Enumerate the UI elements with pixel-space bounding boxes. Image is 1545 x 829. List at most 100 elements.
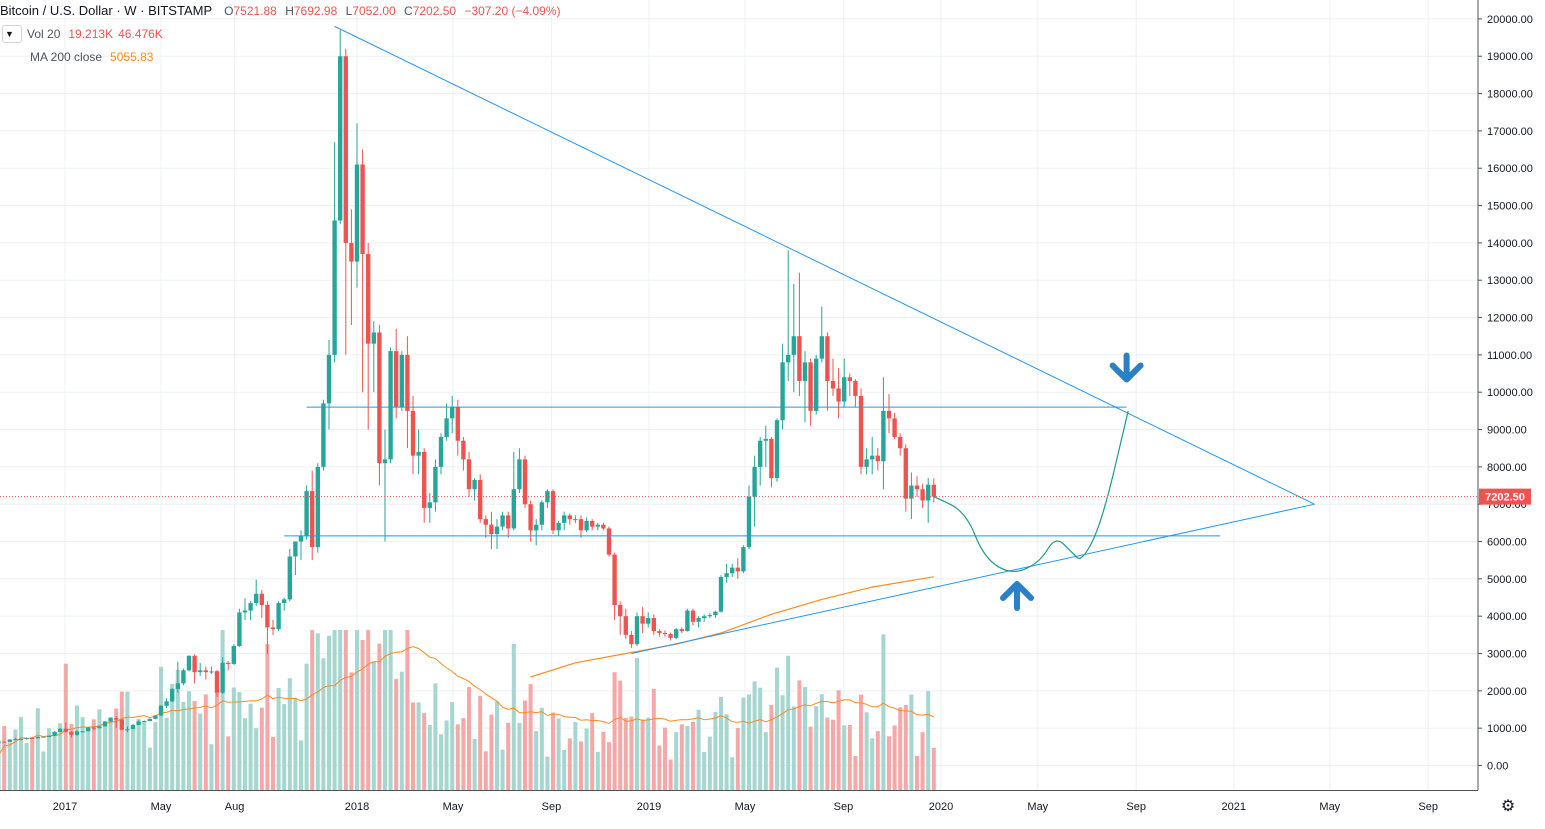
volume-bar (892, 725, 897, 790)
candle-body (242, 610, 248, 613)
volume-bar (270, 736, 276, 790)
volume-bar (41, 751, 46, 790)
candle-body (668, 634, 673, 638)
settings-button[interactable]: ⚙ (1499, 797, 1517, 815)
candle-body (153, 715, 158, 719)
candle-body (522, 459, 528, 505)
change-value: −307.20 (−4.09%) (464, 3, 561, 18)
candle-body (870, 455, 875, 460)
volume-bar (248, 703, 253, 790)
volume-bar (422, 713, 427, 790)
candle-body (858, 395, 864, 467)
candle-body (909, 485, 914, 499)
volume-bar (562, 750, 567, 790)
candle-body (433, 466, 438, 503)
candle-body (399, 354, 404, 408)
volume-bar (220, 630, 225, 790)
x-tick-label: Sep (542, 801, 562, 813)
volume-bar (153, 722, 158, 790)
candle-body (220, 662, 225, 693)
time-axis-bg (0, 790, 1545, 829)
volume-bar (13, 729, 18, 790)
volume-bar (478, 695, 483, 790)
volume-bar (702, 751, 707, 790)
descending-trendline (334, 25, 1315, 505)
volume-bar (74, 705, 80, 790)
candle-body (931, 484, 936, 497)
volume-bar (198, 713, 203, 790)
volume-bar (578, 741, 584, 790)
candle-body (550, 491, 556, 531)
candle-body (371, 332, 376, 344)
candle-body (847, 377, 852, 382)
y-tick-label: 8000.00 (1487, 462, 1527, 474)
volume-bar (556, 718, 561, 790)
volume-bar (338, 630, 343, 790)
open-value: 7521.88 (233, 3, 277, 18)
candle-body (214, 671, 220, 693)
candle-body (629, 634, 634, 645)
volume-bar (881, 634, 886, 790)
candle-body (181, 670, 186, 684)
candle-body (35, 736, 40, 739)
candle-body (696, 618, 701, 622)
volume-bar (494, 701, 500, 790)
volume-bar (898, 707, 903, 790)
candle-body (203, 670, 208, 673)
candle-body (724, 573, 729, 577)
candle-body (186, 655, 192, 671)
volume-bar (254, 728, 259, 790)
y-tick-label: 1000.00 (1487, 723, 1527, 735)
candle-body (556, 522, 561, 531)
volume-bar (668, 759, 673, 790)
candle-body (741, 547, 746, 572)
volume-bar (119, 691, 124, 790)
x-tick-label: May (443, 801, 464, 813)
volume-bar (685, 725, 690, 790)
x-tick-label: May (1027, 801, 1048, 813)
candle-body (58, 728, 63, 732)
volume-bar (30, 736, 35, 790)
legend-symbol[interactable]: Bitcoin / U.S. Dollar · W · BITSTAMP (0, 3, 213, 18)
volume-bar (534, 731, 539, 790)
volume-bar (287, 678, 292, 790)
candle-body (483, 519, 488, 525)
volume-bar (130, 729, 136, 790)
candle-body (254, 593, 259, 604)
volume-bar (433, 683, 438, 790)
candle-body (382, 459, 388, 464)
volume-bar (713, 712, 718, 790)
x-tick-label: 2018 (345, 801, 369, 813)
volume-bar (399, 671, 404, 790)
volume-bar (506, 722, 511, 790)
volume-label[interactable]: Vol 20 (27, 27, 61, 41)
grid (0, 0, 1478, 790)
collapse-button[interactable]: ▼ (2, 25, 22, 43)
ma-label[interactable]: MA 200 close (30, 50, 103, 64)
candle-body (836, 388, 841, 402)
candle-body (662, 632, 668, 635)
candle-body (293, 541, 298, 557)
volume-bar (349, 672, 354, 790)
volume-bar (304, 663, 309, 790)
close-label: C (404, 3, 413, 18)
volume-bar (410, 702, 416, 790)
volume-ma-value: 46.476K (118, 27, 163, 41)
volume-bar (926, 691, 931, 790)
volume-bar (377, 643, 382, 790)
price-axis-bg (1478, 0, 1545, 829)
volume-bar (612, 672, 617, 790)
candle-body (416, 451, 421, 456)
candle-body (718, 576, 724, 612)
volume-bar (102, 722, 108, 790)
candle-body (86, 727, 91, 732)
volume-bar (360, 640, 365, 790)
volume-bar (786, 655, 791, 790)
y-tick-label: 10000.00 (1487, 387, 1533, 399)
candles (0, 30, 936, 743)
legend-main-row: Bitcoin / U.S. Dollar · W · BITSTAMP O75… (0, 3, 566, 18)
volume-bar (142, 721, 147, 790)
candle-body (595, 524, 600, 527)
volume-bar (259, 707, 264, 790)
